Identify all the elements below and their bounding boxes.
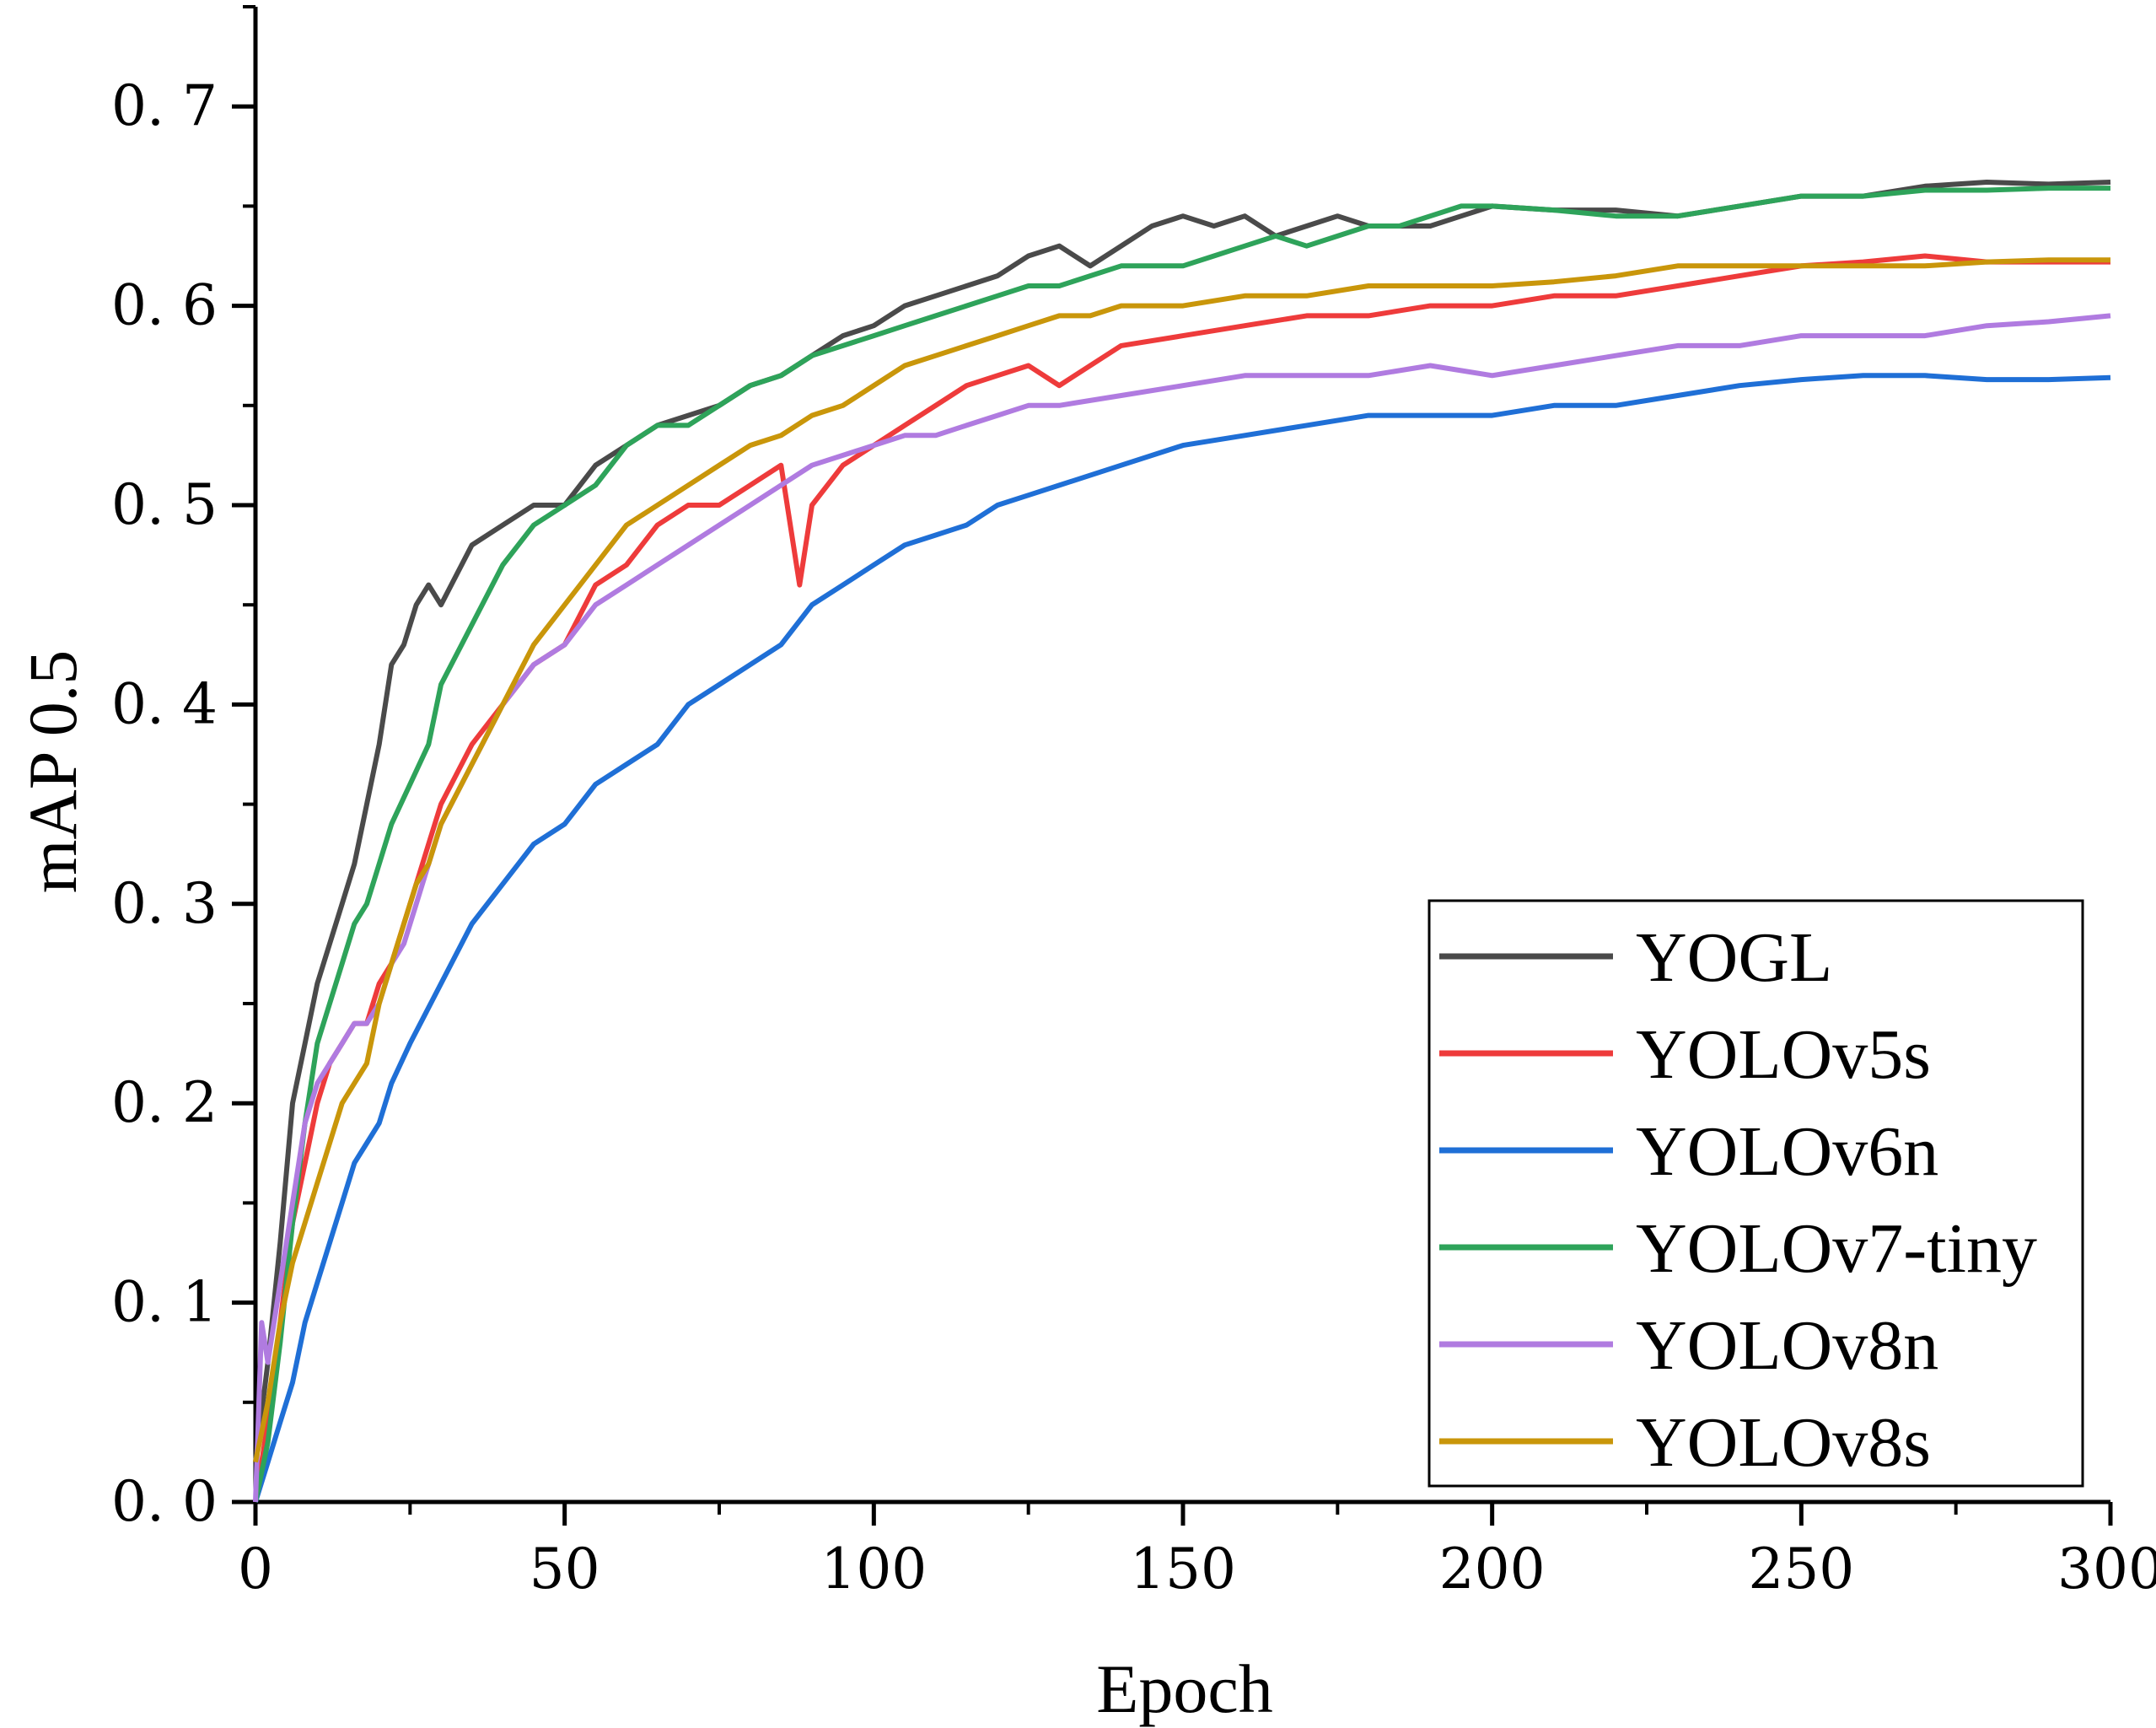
y-axis-title: mAP 0.5	[14, 650, 91, 894]
series-layer	[253, 180, 2111, 1503]
legend-label: YOLOv6n	[1636, 1112, 1938, 1191]
legend-label: YOLOv8s	[1636, 1403, 1931, 1482]
legend: YOGL YOLOv5s YOLOv6n YOLOv7-tiny YOLOv8n YOLO…	[1427, 899, 2084, 1488]
series-line	[253, 373, 2111, 1503]
y-tick-label: 0. 3	[111, 871, 218, 936]
x-tick-label: 150	[1130, 1537, 1236, 1601]
x-tick-label: 50	[530, 1537, 600, 1601]
y-tick-label: 0. 0	[111, 1469, 218, 1534]
y-tick-label: 0. 1	[111, 1270, 218, 1335]
y-tick-label: 0. 7	[111, 73, 218, 138]
legend-box	[1427, 899, 2084, 1488]
x-axis-title: Epoch	[1096, 1650, 1272, 1727]
y-tick-label: 0. 5	[111, 472, 218, 537]
x-tick-label: 100	[820, 1537, 927, 1601]
x-tick-label: 200	[1439, 1537, 1546, 1601]
x-tick-label: 0	[238, 1537, 273, 1601]
y-tick-label: 0. 4	[111, 671, 218, 736]
series-line	[253, 313, 2111, 1503]
legend-label: YOLOv7-tiny	[1636, 1209, 2037, 1288]
legend-label: YOLOv5s	[1636, 1015, 1931, 1094]
y-tick-label: 0. 2	[111, 1070, 218, 1135]
series-line	[253, 257, 2110, 1463]
axes: 0 50 100 150 200 250 300 0. 0 0. 1 0. 2 0. 3 0. 4 0.…	[111, 5, 2156, 1601]
x-tick-label: 300	[2057, 1537, 2156, 1601]
series-line	[253, 186, 2110, 1503]
y-tick-label: 0. 6	[111, 273, 218, 338]
legend-label: YOLOv8n	[1636, 1306, 1938, 1385]
legend-label: YOGL	[1636, 918, 1832, 997]
x-tick-label: 250	[1748, 1537, 1854, 1601]
